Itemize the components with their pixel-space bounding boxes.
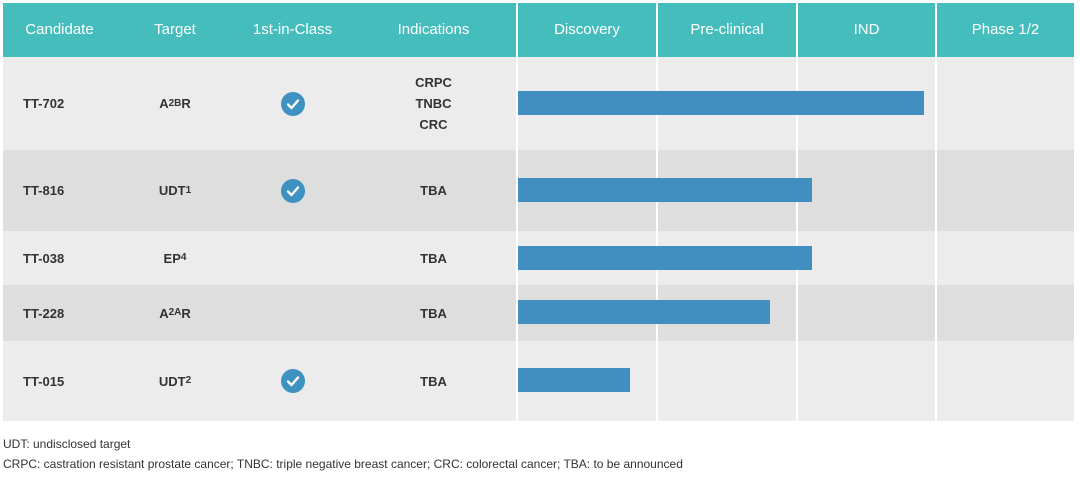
header-first-in-class: 1st-in-Class (252, 21, 333, 38)
header-target: Target (154, 21, 196, 38)
header-stage-preclinical: Pre-clinical (690, 21, 764, 38)
first-in-class-cell (234, 57, 351, 150)
indications-cell: TBA (351, 150, 516, 231)
candidate-name: TT-816 (23, 183, 65, 198)
progress-bar (518, 368, 630, 392)
stage-divider (935, 57, 937, 421)
indication-label: TNBC (415, 96, 452, 111)
progress-bar (518, 91, 924, 115)
progress-bar (518, 178, 812, 202)
header-divider (656, 3, 658, 57)
candidate-name: TT-228 (23, 305, 65, 321)
indications-cell: TBA (351, 285, 516, 341)
first-in-class-cell (234, 341, 351, 421)
indication-label: TBA (420, 183, 447, 198)
stage-divider (656, 57, 658, 421)
check-circle-icon (280, 91, 305, 116)
target-label: EP 4 (163, 250, 187, 266)
pipeline-table: Candidate Target 1st-in-Class Indication… (3, 3, 1074, 421)
indication-label: TBA (420, 250, 447, 266)
header-divider (516, 3, 518, 57)
footnote-udt: UDT: undisclosed target (3, 437, 131, 451)
check-circle-icon (280, 369, 305, 393)
header-stage-discovery: Discovery (554, 21, 620, 38)
target-label: UDT 2 (158, 373, 192, 389)
header-stage-ind: IND (853, 21, 880, 38)
target-label: UDT 1 (158, 183, 192, 198)
candidate-name: TT-702 (23, 96, 65, 111)
header-stage-phase12: Phase 1/2 (971, 21, 1040, 38)
table-header: Candidate Target 1st-in-Class Indication… (3, 3, 1074, 57)
indication-label: TBA (420, 373, 447, 389)
indication-label: TBA (420, 305, 447, 321)
first-in-class-cell (234, 231, 351, 285)
table-row: TT-015 UDT 2 TBA (3, 341, 1074, 421)
indications-cell: CRPC TNBC CRC (351, 57, 516, 150)
candidate-name: TT-015 (23, 373, 65, 389)
indication-label: CRPC (415, 75, 452, 90)
footnote-abbreviations: CRPC: castration resistant prostate canc… (3, 457, 683, 471)
progress-bar (518, 300, 770, 324)
indications-cell: TBA (351, 341, 516, 421)
stage-divider (516, 57, 518, 421)
first-in-class-cell (234, 150, 351, 231)
progress-bar (518, 246, 812, 270)
indication-label: CRC (419, 117, 448, 132)
first-in-class-cell (234, 285, 351, 341)
header-candidate: Candidate (25, 21, 94, 38)
target-label: A 2B R (159, 96, 191, 111)
candidate-name: TT-038 (23, 250, 65, 266)
header-divider (935, 3, 937, 57)
header-indications: Indications (397, 21, 470, 38)
stage-divider (796, 57, 798, 421)
target-label: A 2A R (159, 305, 191, 321)
check-circle-icon (280, 178, 305, 203)
header-divider (796, 3, 798, 57)
indications-cell: TBA (351, 231, 516, 285)
